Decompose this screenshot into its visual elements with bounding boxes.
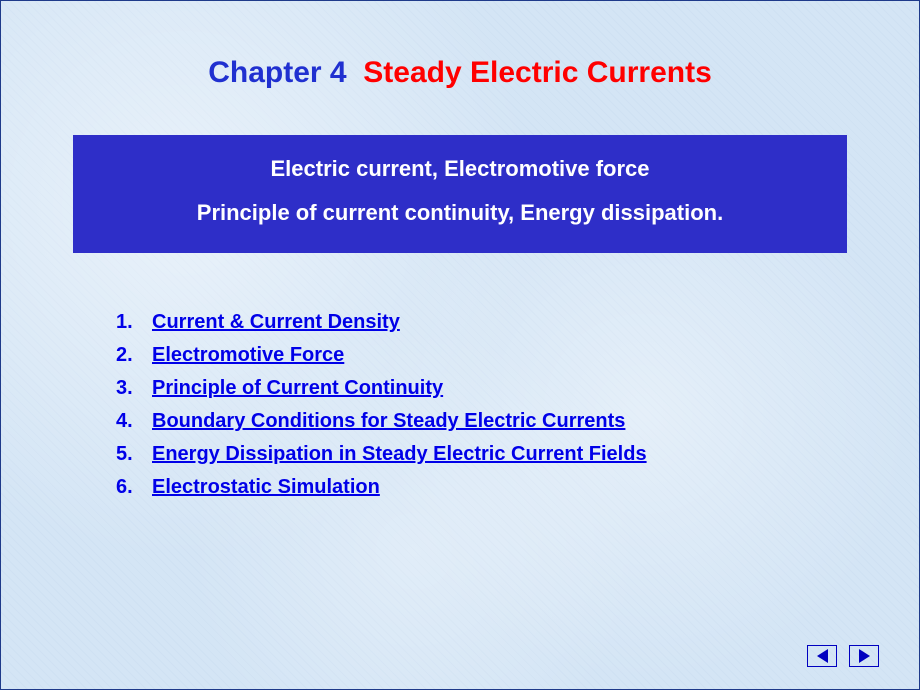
link-number: 5.	[116, 443, 152, 466]
section-link-1[interactable]: 1.Current & Current Density	[116, 311, 859, 334]
link-number: 4.	[116, 410, 152, 433]
link-number: 2.	[116, 344, 152, 367]
link-label: Energy Dissipation in Steady Electric Cu…	[152, 443, 647, 465]
link-label: Electromotive Force	[152, 344, 344, 366]
arrow-left-icon	[817, 649, 828, 663]
banner-line-2: Principle of current continuity, Energy …	[83, 191, 837, 235]
link-number: 1.	[116, 311, 152, 334]
section-link-5[interactable]: 5.Energy Dissipation in Steady Electric …	[116, 443, 859, 466]
chapter-label: Chapter 4	[208, 56, 346, 89]
section-link-3[interactable]: 3.Principle of Current Continuity	[116, 377, 859, 400]
nav-controls	[807, 645, 879, 667]
section-link-6[interactable]: 6.Electrostatic Simulation	[116, 476, 859, 499]
link-label: Principle of Current Continuity	[152, 377, 443, 399]
section-link-2[interactable]: 2.Electromotive Force	[116, 344, 859, 367]
arrow-right-icon	[859, 649, 870, 663]
link-number: 3.	[116, 377, 152, 400]
banner-line-1: Electric current, Electromotive force	[83, 147, 837, 191]
prev-button[interactable]	[807, 645, 837, 667]
link-number: 6.	[116, 476, 152, 499]
link-label: Electrostatic Simulation	[152, 476, 380, 498]
section-links: 1.Current & Current Density 2.Electromot…	[116, 311, 859, 499]
slide-container: Chapter 4 Steady Electric Currents Elect…	[0, 0, 920, 690]
slide-title: Chapter 4 Steady Electric Currents	[61, 56, 859, 90]
link-label: Current & Current Density	[152, 311, 400, 333]
section-link-4[interactable]: 4.Boundary Conditions for Steady Electri…	[116, 410, 859, 433]
link-label: Boundary Conditions for Steady Electric …	[152, 410, 625, 432]
summary-banner: Electric current, Electromotive force Pr…	[73, 135, 847, 253]
next-button[interactable]	[849, 645, 879, 667]
topic-label: Steady Electric Currents	[363, 56, 711, 89]
